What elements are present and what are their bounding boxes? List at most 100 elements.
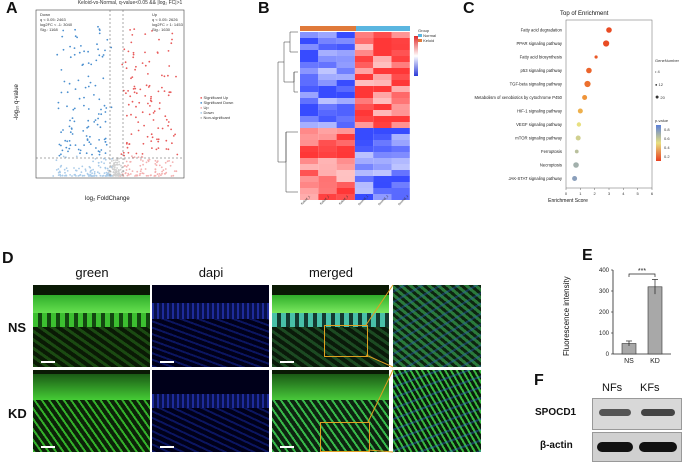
volcano-point [167, 148, 170, 151]
heatmap-cell [318, 170, 337, 176]
volcano-point [121, 63, 124, 66]
volcano-point [151, 30, 153, 32]
volcano-point [147, 174, 149, 177]
volcano-point [60, 164, 63, 167]
heatmap-cell [354, 158, 374, 164]
volcano-point [73, 120, 76, 123]
volcano-point [85, 152, 88, 155]
volcano-point [140, 159, 142, 161]
group-normal: Normal [418, 33, 436, 38]
volcano-point [139, 172, 142, 175]
pvalue-ticks: 0.8 0.6 0.4 0.2 [664, 127, 670, 159]
volcano-point [55, 159, 58, 162]
heatmap-cell [336, 38, 355, 44]
volcano-point [107, 172, 109, 175]
heatmap-cell [318, 98, 337, 104]
heatmap-cell [318, 134, 337, 140]
volcano-point [154, 168, 157, 171]
volcano-point [87, 119, 90, 122]
volcano-point [74, 35, 77, 38]
volcano-point [98, 151, 101, 153]
volcano-point [130, 41, 133, 44]
volcano-point [112, 168, 114, 171]
volcano-point [90, 169, 93, 172]
volcano-point [120, 153, 123, 156]
volcano-point [135, 105, 137, 108]
volcano-point [163, 172, 166, 175]
heatmap-cell [318, 74, 337, 80]
volcano-point [69, 45, 71, 48]
volcano-point [101, 175, 104, 177]
heatmap-cell [318, 38, 337, 44]
volcano-point [87, 62, 90, 64]
volcano-point [80, 171, 83, 174]
x-tick-label: 6 [651, 191, 654, 196]
enrichment-point [572, 176, 578, 181]
volcano-point [139, 88, 142, 91]
micrograph-kd-dapi [152, 370, 269, 452]
volcano-point [108, 169, 110, 172]
volcano-point [116, 161, 119, 164]
volcano-point [149, 105, 151, 107]
volcano-point [140, 155, 143, 158]
down-stat-0: Down [40, 12, 51, 17]
volcano-point [150, 97, 152, 100]
heatmap-cell [336, 80, 355, 86]
volcano-point [93, 172, 96, 175]
volcano-point [61, 35, 64, 38]
volcano-point [116, 164, 119, 166]
legend-ns: ● Non-significant [200, 115, 231, 120]
volcano-point [62, 129, 64, 131]
volcano-point [89, 143, 92, 146]
volcano-point [95, 175, 98, 177]
volcano-point [142, 160, 144, 162]
x-tick-label: 2 [594, 191, 597, 196]
volcano-point [88, 141, 91, 144]
heatmap-cell [336, 164, 355, 170]
volcano-point [152, 119, 155, 121]
volcano-point [78, 167, 80, 170]
volcano-point [66, 140, 69, 143]
volcano-point [93, 121, 96, 123]
volcano-point [158, 102, 161, 104]
volcano-plot [35, 9, 185, 179]
volcano-point [83, 174, 86, 177]
volcano-point [89, 135, 91, 138]
heatmap-cell [300, 176, 319, 182]
volcano-point [93, 94, 95, 96]
volcano-point [135, 152, 138, 155]
bar-ylabel: Fluorescence intensity [562, 276, 571, 356]
heatmap-cell [336, 116, 355, 122]
heatmap-cell [300, 92, 319, 98]
volcano-point [100, 108, 102, 111]
volcano-point [65, 146, 68, 149]
volcano-point [103, 172, 106, 175]
volcano-point [66, 170, 69, 172]
volcano-point [148, 158, 151, 161]
x-tick-label: 1 [579, 191, 582, 196]
volcano-point [96, 43, 98, 46]
heatmap-cell [318, 80, 337, 86]
volcano-point [100, 113, 103, 116]
heatmap-cell [391, 56, 410, 62]
volcano-point [81, 64, 84, 66]
volcano-point [61, 174, 64, 177]
volcano-point [168, 65, 171, 67]
volcano-point [71, 133, 74, 135]
volcano-point [116, 159, 119, 162]
volcano-point [104, 120, 107, 123]
volcano-point [145, 174, 148, 177]
size-legend-4: • 4 [655, 69, 660, 74]
volcano-point [74, 169, 77, 172]
heatmap-cell [300, 68, 319, 74]
volcano-point [94, 119, 97, 121]
volcano-point [118, 163, 121, 166]
volcano-point [73, 47, 76, 49]
x-tick-label: 4 [622, 191, 625, 196]
volcano-point [129, 160, 132, 163]
volcano-point [55, 169, 58, 171]
micrograph-kd-merged [272, 370, 389, 452]
enrichment-point [594, 55, 598, 59]
enrichment-term-label: Metabolism of xenobiotics by cytochrome … [474, 95, 562, 100]
heatmap-group-legend: Group Normal Keloid [418, 28, 436, 43]
